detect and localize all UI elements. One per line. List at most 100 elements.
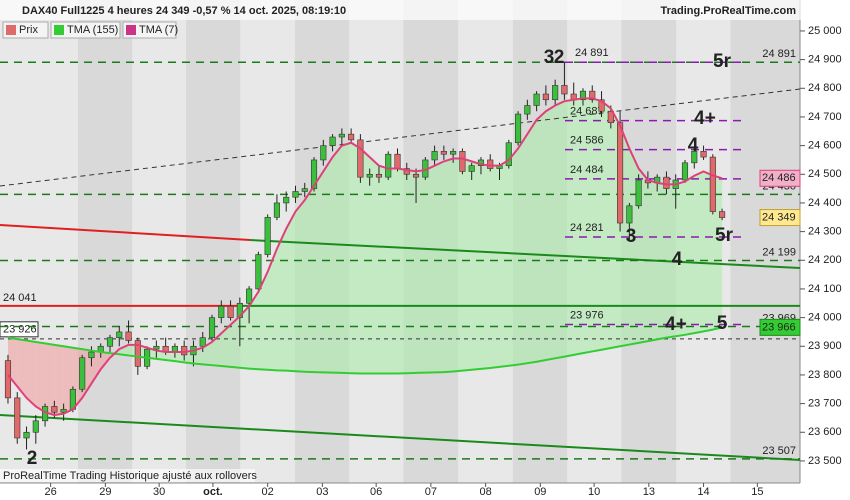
candle-body [394,153,401,169]
candle-body [134,340,141,367]
tma-fill [212,333,222,367]
candle-body [700,151,707,158]
tma-fill [249,291,259,370]
candle-body [181,345,188,356]
y-tick-label: 24 600 [808,140,842,152]
tma-fill [638,168,648,343]
y-tick-label: 24 500 [808,168,842,180]
legend-label: Prix [19,24,38,36]
x-tick-label: oct. [203,486,223,498]
level-box [0,321,39,338]
footer: ProRealTime Trading Historique ajusté au… [3,470,257,482]
tma-fill [295,200,305,372]
tma-fill [230,316,240,368]
wave-label: 5 [717,313,728,334]
tma-line [7,326,723,375]
tma-fill [582,98,593,354]
tma-line [7,97,723,417]
tma-fill [26,340,36,407]
candle-body [14,397,21,439]
candle-body [487,159,494,169]
wave-label: 3 [544,47,555,68]
candle-body [264,216,271,255]
candle-body [23,431,30,439]
header-bg [0,0,850,20]
x-tick-label: 26 [45,486,57,498]
tma-fill [675,181,685,337]
tma-fill [156,350,166,361]
x-tick-label: 02 [262,486,274,498]
y-tick-label: 24 300 [808,226,842,238]
candle-body [515,113,522,144]
candle-body [617,122,624,224]
tma-fill [323,157,333,373]
trend-line [249,239,801,269]
candle-body [208,317,216,338]
tma-fill [694,171,704,334]
tma-fill [332,145,342,373]
y-tick-label: 24 800 [808,82,842,94]
fib-label: 24 687 [570,106,604,118]
x-tick-label: 13 [643,486,655,498]
day-band [77,0,133,483]
tma-fill [304,185,315,373]
candle-body [598,99,605,112]
candle-body [329,136,336,146]
tma-fill [434,161,444,373]
candle-body [366,173,373,178]
x-tick-label: 10 [588,486,600,498]
trend-line [0,224,251,241]
tma-fill [490,165,500,369]
tma-fill [406,169,417,374]
tma-fill [480,164,491,369]
candle-body [106,337,114,347]
tma-fill [508,148,519,366]
fib-label: 23 976 [570,309,604,321]
y-tick-label: 24 000 [808,312,842,324]
candle-body [116,331,123,338]
candle-body [589,90,596,101]
candle-body [227,305,234,318]
tma-fill [314,171,324,373]
y-tick-label: 24 100 [808,283,842,295]
candle-body [635,179,642,207]
x-tick-label: 15 [751,486,763,498]
candle-body [561,85,568,95]
tma-fill [573,98,583,355]
tma-fill [564,99,574,357]
y-tick-label: 23 900 [808,340,842,352]
candle-body [681,162,689,181]
candle-body [348,133,355,141]
tma-fill [499,159,509,367]
tma-fill [276,228,287,371]
tma-fill [119,344,129,356]
legend-box [122,21,177,39]
price-box [759,318,801,336]
candle-body [412,173,420,178]
day-band [186,0,241,483]
y-tick-label: 24 900 [808,54,842,66]
tma-fill [545,105,556,361]
candle-body [338,133,345,138]
tma-fill [258,271,268,370]
tma-fill [388,168,398,374]
fib-label: 24 586 [570,135,604,147]
candle-body [357,139,364,178]
candle-body [218,305,225,318]
candle-body [4,360,12,399]
candle-body [310,159,318,189]
wave-label: 4 [688,135,699,156]
wave-label: 4+ [665,314,687,335]
candle-body [273,202,280,218]
legend-swatch [126,25,136,35]
candle-body [199,337,206,347]
price-box-label: 24 486 [762,172,796,184]
axis-bg [800,0,850,500]
candle-body [385,153,392,178]
candle-body [533,93,540,106]
tma-fill [425,165,435,373]
candle-body [292,191,299,198]
tma-fill [471,161,481,370]
candle-body [283,196,290,204]
candle-body [719,211,726,218]
